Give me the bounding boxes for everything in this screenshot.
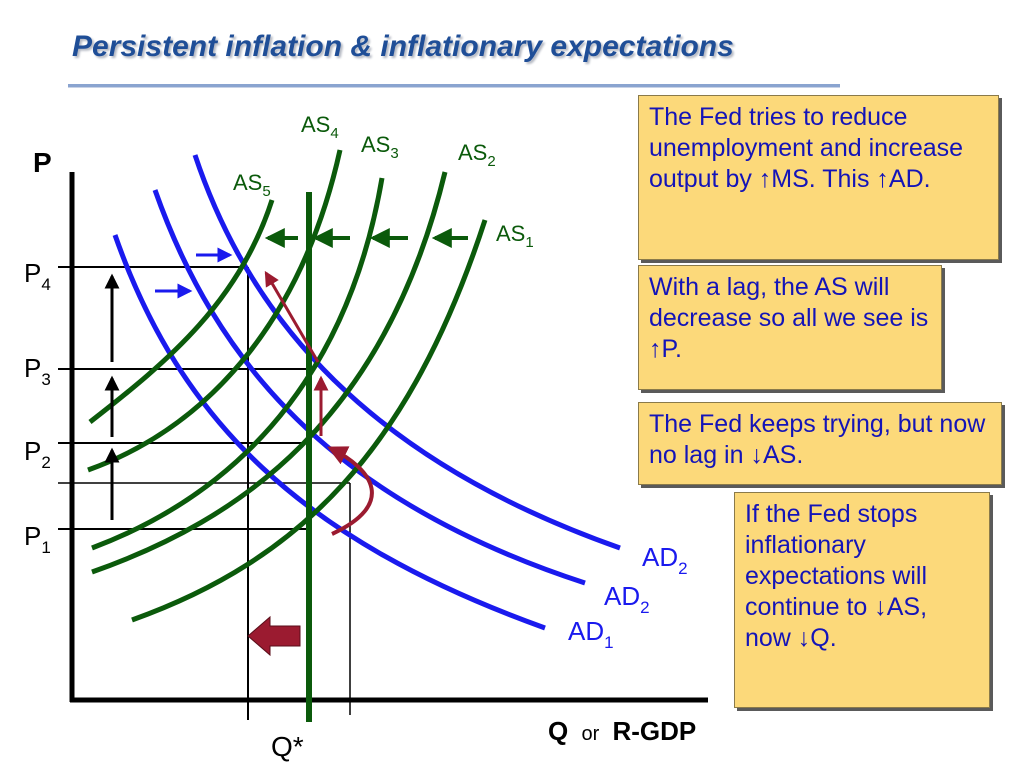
note-no-lag: The Fed keeps trying, but now no lag in …: [638, 402, 1002, 485]
decrease-q-arrow: [247, 615, 301, 657]
p3-label: P3: [24, 353, 51, 389]
y-axis-label: P: [33, 147, 52, 178]
as5-curve: [88, 199, 275, 424]
as3-label: AS3: [361, 132, 399, 162]
p2-label: P2: [24, 436, 51, 472]
slide-title: Persistent inflation & inflationary expe…: [72, 30, 734, 63]
as4-label: AS4: [301, 112, 339, 142]
as1-label: AS1: [496, 221, 534, 251]
as3-curve: [91, 177, 385, 551]
curved-red-arrow: [327, 446, 374, 536]
ad-curve-middle: [152, 189, 586, 586]
ad-curve-outer: [192, 154, 621, 551]
x-axis-label-q: Q: [548, 716, 568, 746]
red-diagonal-arrow: [264, 270, 320, 363]
as4-curve: [87, 149, 343, 473]
x-axis-label-rgdp: R-GDP: [613, 716, 697, 746]
p4-label: P4: [24, 258, 51, 294]
x-axis-label: Q or R-GDP: [548, 716, 696, 746]
as2-curve: [91, 171, 448, 575]
ad1-label: AD1: [568, 616, 614, 652]
ad1-curve: [112, 234, 546, 631]
as2-label: AS2: [458, 140, 496, 170]
as5-label: AS5: [233, 170, 271, 200]
note-expectations: If the Fed stops inflationary expectatio…: [734, 492, 990, 708]
title-underline: [68, 84, 840, 87]
x-axis-label-or: or: [581, 723, 599, 745]
ad2-lower-label: AD2: [604, 581, 650, 617]
p1-label: P1: [24, 521, 51, 557]
q-star-label: Q*: [271, 731, 304, 762]
note-as-lag: With a lag, the AS will decrease so all …: [638, 265, 942, 390]
note-fed-increase-ms: The Fed tries to reduce unemployment and…: [638, 95, 999, 260]
as1-curve: [131, 219, 488, 623]
ad2-upper-label: AD2: [642, 542, 688, 578]
title-underline-shadow: [68, 87, 840, 88]
